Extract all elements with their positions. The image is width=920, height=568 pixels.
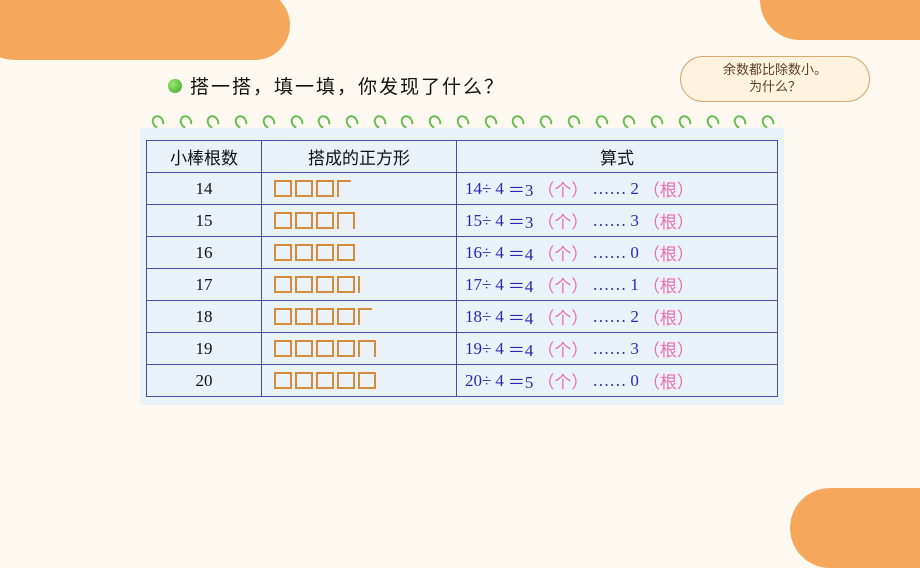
cell-sticks: 15 (147, 205, 262, 237)
cell-shapes (262, 205, 457, 237)
table-row: 15 15÷ 4 ＝3（个）…… 3（根） (147, 205, 778, 237)
cell-formula: 19÷ 4 ＝4（个）…… 3（根） (457, 333, 778, 365)
bubble-line1: 余数都比除数小。 (723, 62, 827, 79)
bubble-line2: 为什么？ (749, 79, 801, 96)
header-sticks: 小棒根数 (147, 141, 262, 173)
cell-shapes (262, 333, 457, 365)
cell-formula: 18÷ 4 ＝4（个）…… 2（根） (457, 301, 778, 333)
table-row: 19 19÷ 4 ＝4（个）…… 3（根） (147, 333, 778, 365)
cell-shapes (262, 301, 457, 333)
cell-formula: 14÷ 4 ＝3（个）…… 2（根） (457, 173, 778, 205)
cell-formula: 20÷ 4 ＝5（个）…… 0（根） (457, 365, 778, 397)
table-row: 18 18÷ 4 ＝4（个）…… 2（根） (147, 301, 778, 333)
table-container: 小棒根数 搭成的正方形 算式 14 14÷ 4 ＝3（个）…… 2（根） 15 15÷… (140, 128, 784, 405)
cloud-top-right (740, 0, 920, 60)
cell-formula: 17÷ 4 ＝4（个）…… 1（根） (457, 269, 778, 301)
cell-shapes (262, 365, 457, 397)
cell-sticks: 16 (147, 237, 262, 269)
cell-formula: 15÷ 4 ＝3（个）…… 3（根） (457, 205, 778, 237)
cell-sticks: 18 (147, 301, 262, 333)
cell-sticks: 20 (147, 365, 262, 397)
main-table: 小棒根数 搭成的正方形 算式 14 14÷ 4 ＝3（个）…… 2（根） 15 15÷… (146, 140, 778, 397)
header-formula: 算式 (457, 141, 778, 173)
cell-sticks: 17 (147, 269, 262, 301)
cell-sticks: 14 (147, 173, 262, 205)
table-row: 20 20÷ 4 ＝5（个）…… 0（根） (147, 365, 778, 397)
table-row: 17 17÷ 4 ＝4（个）…… 1（根） (147, 269, 778, 301)
cell-shapes (262, 173, 457, 205)
header-squares: 搭成的正方形 (262, 141, 457, 173)
prompt-row: 搭一搭，填一填，你发现了什么？ (168, 72, 505, 99)
table-header-row: 小棒根数 搭成的正方形 算式 (147, 141, 778, 173)
cell-sticks: 19 (147, 333, 262, 365)
hint-bubble: 余数都比除数小。 为什么？ (680, 56, 870, 102)
cell-formula: 16÷ 4 ＝4（个）…… 0（根） (457, 237, 778, 269)
table-row: 16 16÷ 4 ＝4（个）…… 0（根） (147, 237, 778, 269)
cell-shapes (262, 269, 457, 301)
cell-shapes (262, 237, 457, 269)
cloud-bottom-right (770, 468, 920, 568)
notebook-spirals (144, 115, 782, 129)
table-row: 14 14÷ 4 ＝3（个）…… 2（根） (147, 173, 778, 205)
bullet-icon (168, 79, 182, 93)
prompt-text: 搭一搭，填一填，你发现了什么？ (190, 72, 505, 99)
